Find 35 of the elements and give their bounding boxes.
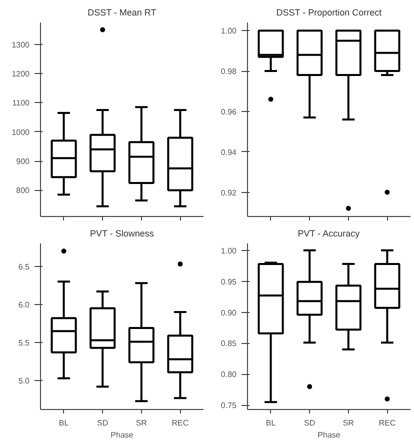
x-tick-label: SD xyxy=(304,418,316,428)
y-tick-label: 0.96 xyxy=(220,107,238,116)
y-tick-label: 0.98 xyxy=(220,67,238,76)
y-tick-label: 0.85 xyxy=(220,339,238,348)
x-tick-label: REC xyxy=(172,418,189,428)
x-axis-title: Phase xyxy=(318,430,341,440)
y-tick-label: 1.00 xyxy=(220,246,238,256)
y-tick-label: 1100 xyxy=(12,98,30,108)
y-tick-label: 6.0 xyxy=(18,300,30,310)
y-tick-label: 0.75 xyxy=(220,401,238,410)
x-tick-label: SD xyxy=(97,418,108,428)
y-tick-label: 800 xyxy=(16,186,30,196)
y-tick-label: 0.80 xyxy=(220,370,238,380)
chart-title: PVT - Slowness xyxy=(90,228,154,238)
y-tick-label: 0.92 xyxy=(220,188,238,198)
x-tick-label: REC xyxy=(378,418,396,428)
y-tick-label: 1200 xyxy=(12,70,30,79)
y-tick-label: 0.95 xyxy=(220,277,238,286)
chart-title: DSST - Proportion Correct xyxy=(276,8,382,18)
x-tick-label: SR xyxy=(136,418,148,428)
y-tick-label: 0.90 xyxy=(220,308,238,318)
chart-title: PVT - Accuracy xyxy=(298,228,360,238)
y-tick-label: 900 xyxy=(16,157,30,166)
chart-title: DSST - Mean RT xyxy=(88,8,157,18)
y-tick-label: 1.00 xyxy=(220,26,238,36)
y-tick-label: 1000 xyxy=(12,128,30,137)
y-tick-label: 0.94 xyxy=(220,148,238,157)
x-tick-label: BL xyxy=(266,418,276,428)
x-tick-label: BL xyxy=(58,418,70,428)
y-tick-label: 5.0 xyxy=(18,376,30,386)
y-tick-label: 6.5 xyxy=(18,262,30,272)
y-tick-label: 1300 xyxy=(12,40,30,50)
y-tick-label: 5.5 xyxy=(18,338,30,348)
x-tick-label: SR xyxy=(342,418,354,428)
x-axis-title: Phase xyxy=(110,430,134,440)
